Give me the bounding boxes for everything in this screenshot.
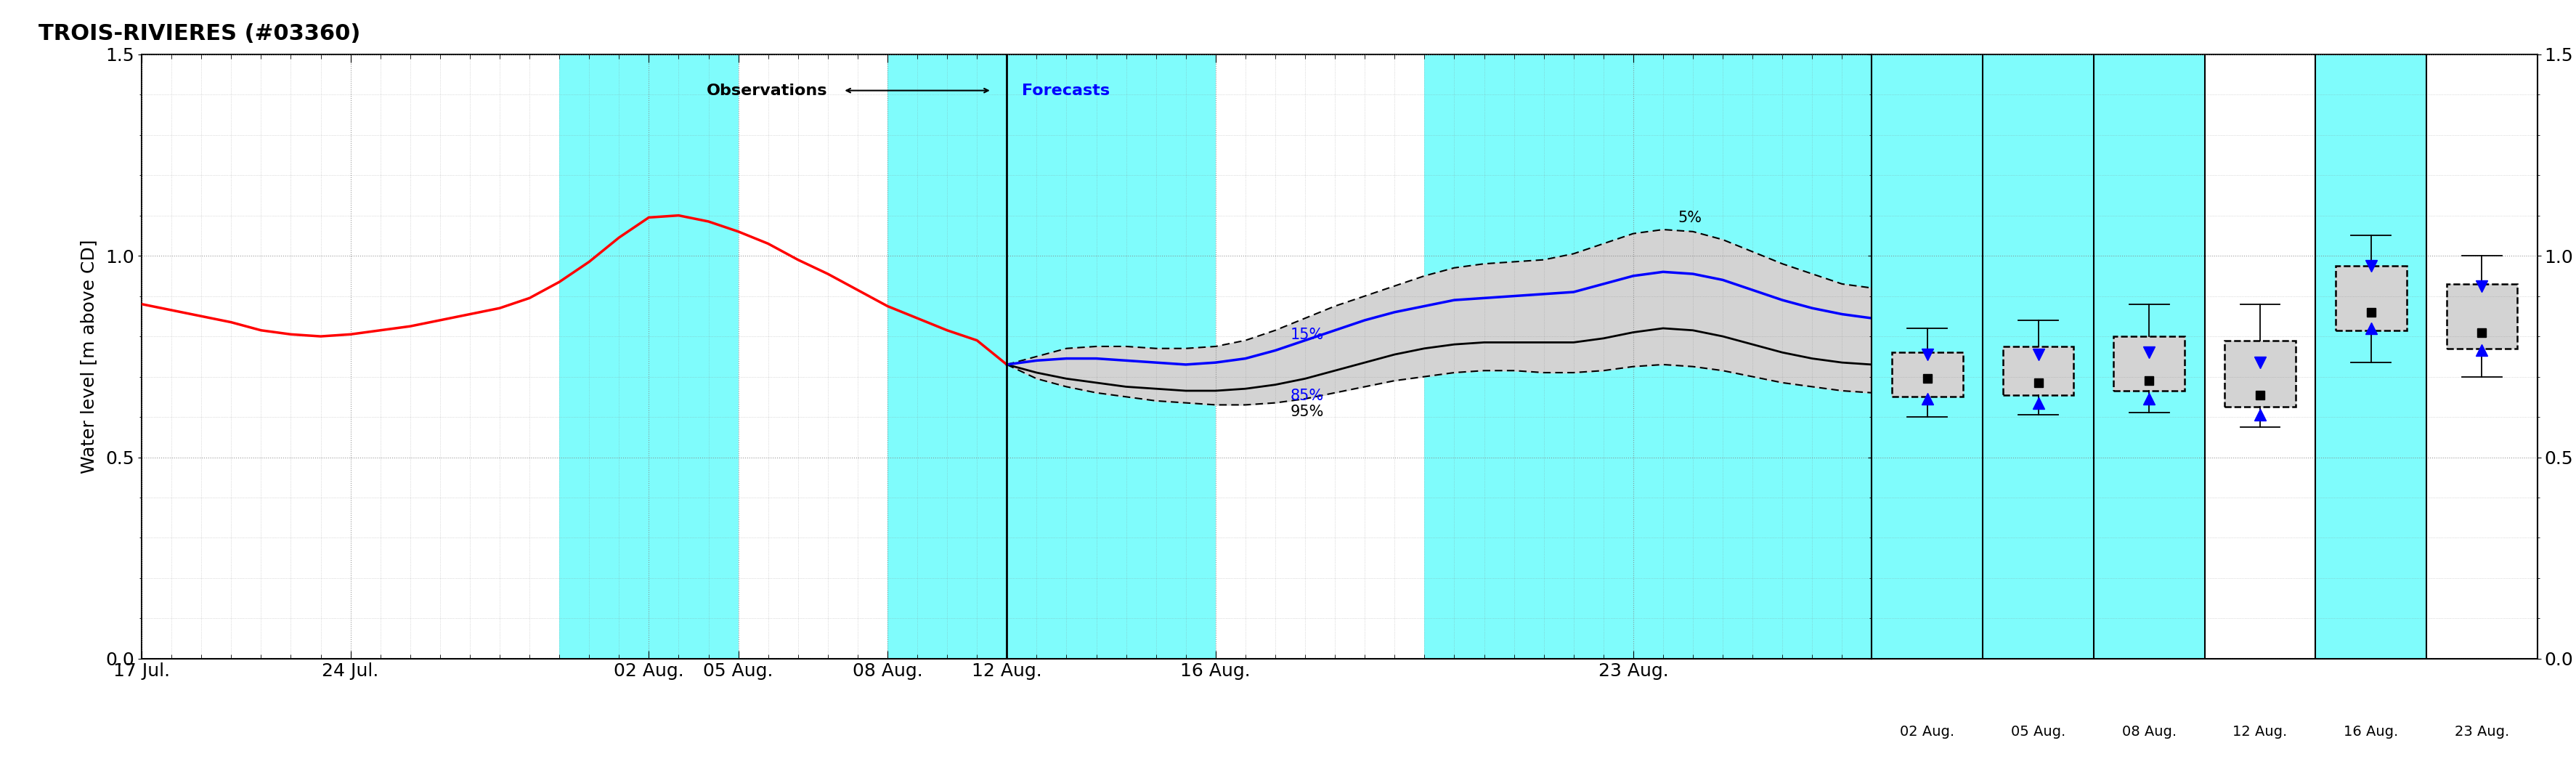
Bar xyxy=(2336,266,2406,330)
Text: 23 Aug.: 23 Aug. xyxy=(2455,725,2509,739)
Bar xyxy=(889,54,1216,659)
Bar xyxy=(2447,284,2517,349)
Bar xyxy=(559,54,739,659)
Text: TROIS-RIVIERES (#03360): TROIS-RIVIERES (#03360) xyxy=(39,23,361,44)
Bar xyxy=(2002,346,2074,394)
Text: 08 Aug.: 08 Aug. xyxy=(2123,725,2177,739)
Text: 5%: 5% xyxy=(1677,211,1703,226)
Text: 95%: 95% xyxy=(1291,405,1324,419)
Y-axis label: Water level [m above CD]: Water level [m above CD] xyxy=(80,239,98,474)
Bar xyxy=(2094,54,2205,659)
Bar xyxy=(2226,340,2295,407)
Text: 15%: 15% xyxy=(1291,328,1324,343)
Bar xyxy=(1891,353,1963,397)
Text: 02 Aug.: 02 Aug. xyxy=(1901,725,1955,739)
Text: Observations: Observations xyxy=(706,83,827,98)
Bar xyxy=(1425,54,1873,659)
Bar xyxy=(1873,54,1984,659)
Bar xyxy=(2316,54,2427,659)
Text: Forecasts: Forecasts xyxy=(1023,83,1110,98)
Text: 12 Aug.: 12 Aug. xyxy=(2233,725,2287,739)
Text: 85%: 85% xyxy=(1291,389,1324,403)
Text: 16 Aug.: 16 Aug. xyxy=(2344,725,2398,739)
Bar xyxy=(1984,54,2094,659)
Text: 05 Aug.: 05 Aug. xyxy=(2012,725,2066,739)
Bar xyxy=(2115,336,2184,391)
